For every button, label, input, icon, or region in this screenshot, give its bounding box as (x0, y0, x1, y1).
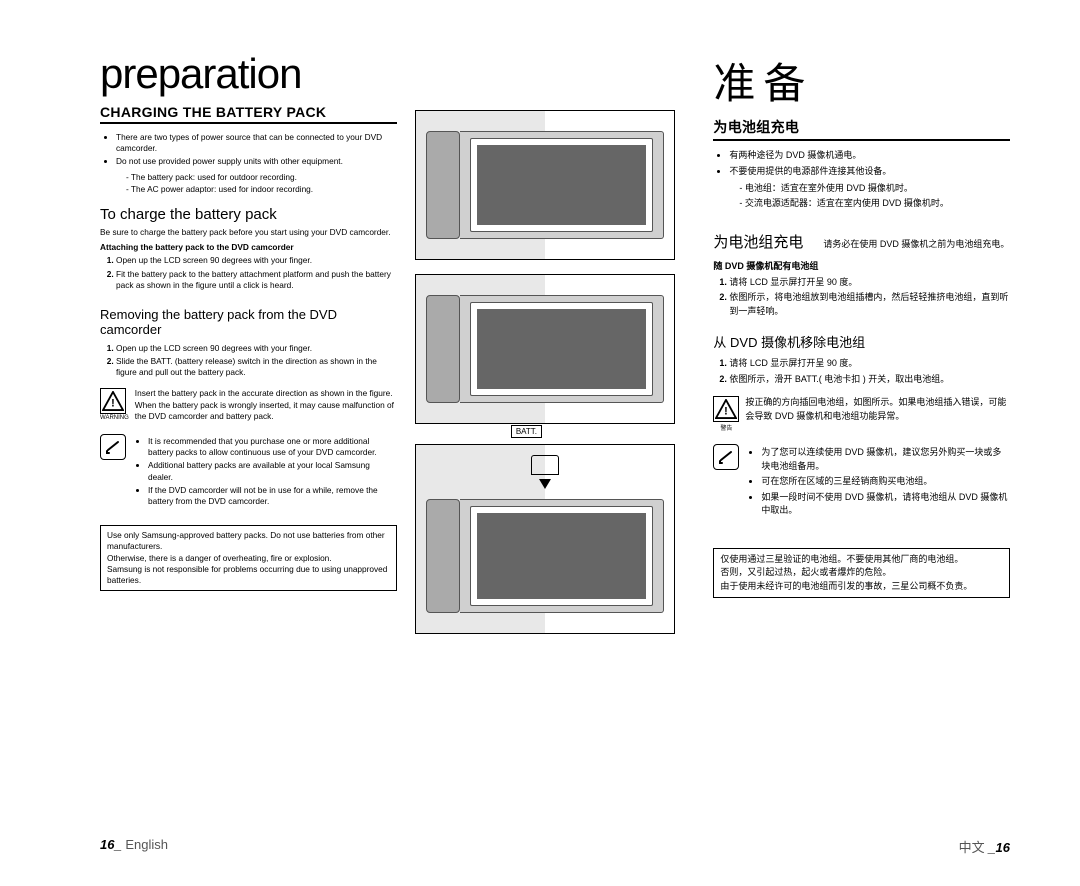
warning-icon-wrap: ! WARNING (100, 388, 129, 421)
page-number-left: 16_ (100, 837, 122, 852)
note-item: 可在您所在区域的三星经销商购买电池组。 (761, 475, 1010, 489)
disclaimer-box-en: Use only Samsung-approved battery packs.… (100, 525, 397, 591)
warning-label-cn: 警告 (713, 423, 739, 432)
attach-steps-en: Open up the LCD screen 90 degrees with y… (100, 255, 397, 293)
remove-steps-cn: 请将 LCD 显示屏打开呈 90 度。 依图所示，滑开 BATT.( 电池卡扣 … (713, 357, 1010, 388)
intro-dash: The AC power adaptor: used for indoor re… (126, 184, 397, 195)
attach-steps-cn: 请将 LCD 显示屏打开呈 90 度。 依图所示，将电池组放到电池组插槽内，然后… (713, 276, 1010, 321)
step: 依图所示，滑开 BATT.( 电池卡扣 ) 开关，取出电池组。 (729, 373, 1010, 387)
intro-dash: 交流电源适配器：适宜在室内使用 DVD 摄像机时。 (739, 197, 1010, 211)
note-list-cn: 为了您可以连续使用 DVD 摄像机，建议您另外购买一块或多块电池组备用。 可在您… (745, 446, 1010, 520)
disclaimer-box-cn: 仅使用通过三星验证的电池组。不要使用其他厂商的电池组。 否则，又引起过热，起火或… (713, 548, 1010, 599)
svg-text:!: ! (111, 398, 115, 410)
note-item: 为了您可以连续使用 DVD 摄像机，建议您另外购买一块或多块电池组备用。 (761, 446, 1010, 473)
subheading-charge: To charge the battery pack (100, 206, 397, 223)
step: Open up the LCD screen 90 degrees with y… (116, 343, 397, 354)
step: 请将 LCD 显示屏打开呈 90 度。 (729, 357, 1010, 371)
left-column: preparation CHARGING THE BATTERY PACK Th… (100, 50, 397, 827)
illustration-attach (415, 110, 675, 260)
remove-steps-en: Open up the LCD screen 90 degrees with y… (100, 343, 397, 381)
step: Slide the BATT. (battery release) switch… (116, 356, 397, 378)
right-column: 准备 为电池组充电 有两种途径为 DVD 摄像机通电。 不要使用提供的电源部件连… (713, 50, 1010, 827)
note-item: It is recommended that you purchase one … (148, 436, 397, 458)
batt-indicator: BATT. (416, 445, 674, 493)
page-title-en: preparation (100, 50, 397, 98)
note-row-en: It is recommended that you purchase one … (100, 434, 397, 511)
warning-row-cn: ! 警告 按正确的方向插回电池组，如图所示。如果电池组插入错误，可能会导致 DV… (713, 396, 1010, 432)
warning-row-en: ! WARNING Insert the battery pack in the… (100, 388, 397, 422)
page-lang-right: 中文 (959, 840, 985, 855)
charge-text-cn: 请务必在使用 DVD 摄像机之前为电池组充电。 (823, 238, 1009, 252)
warning-text-cn: 按正确的方向插回电池组，如图所示。如果电池组插入错误，可能会导致 DVD 摄像机… (745, 396, 1010, 423)
intro-item: 有两种途径为 DVD 摄像机通电。 (729, 149, 1010, 163)
subheading-remove-cn: 从 DVD 摄像机移除电池组 (713, 332, 1010, 351)
illustration-batt: BATT. (415, 444, 675, 634)
manual-page: preparation CHARGING THE BATTERY PACK Th… (0, 0, 1080, 886)
attach-heading-cn: 随 DVD 摄像机配有电池组 (713, 260, 1010, 274)
intro-item: There are two types of power source that… (116, 132, 397, 154)
page-number-right: _16 (988, 840, 1010, 855)
warning-icon-wrap: ! 警告 (713, 396, 739, 432)
intro-dashes-en: The battery pack: used for outdoor recor… (100, 172, 397, 196)
warning-label: WARNING (100, 415, 129, 421)
note-row-cn: 为了您可以连续使用 DVD 摄像机，建议您另外购买一块或多块电池组备用。 可在您… (713, 444, 1010, 522)
note-list-en: It is recommended that you purchase one … (132, 436, 397, 509)
page-lang-left: English (125, 837, 168, 852)
warn-item: Insert the battery pack in the accurate … (135, 388, 397, 399)
section-heading-en: CHARGING THE BATTERY PACK (100, 104, 397, 124)
subheading-remove: Removing the battery pack from the DVD c… (100, 307, 397, 337)
center-column: BATT. (397, 50, 694, 827)
intro-dash: 电池组：适宜在室外使用 DVD 摄像机时。 (739, 182, 1010, 196)
subheading-charge-cn: 为电池组充电 (713, 231, 803, 252)
arrow-down-icon (539, 479, 551, 489)
intro-item: Do not use provided power supply units w… (116, 156, 397, 167)
intro-list-en: There are two types of power source that… (100, 132, 397, 170)
intro-item: 不要使用提供的电源部件连接其他设备。 (729, 165, 1010, 179)
illustration-remove (415, 274, 675, 424)
warn-item: When the battery pack is wrongly inserte… (135, 400, 397, 422)
note-item: Additional battery packs are available a… (148, 460, 397, 482)
warning-text-en: Insert the battery pack in the accurate … (135, 388, 397, 422)
columns: preparation CHARGING THE BATTERY PACK Th… (100, 50, 1010, 827)
step: 请将 LCD 显示屏打开呈 90 度。 (729, 276, 1010, 290)
svg-text:!: ! (725, 405, 729, 417)
attach-heading: Attaching the battery pack to the DVD ca… (100, 242, 397, 253)
page-footer: 16_ English 中文 _16 (100, 837, 1010, 856)
note-icon (100, 434, 126, 460)
intro-dash: The battery pack: used for outdoor recor… (126, 172, 397, 183)
note-item: If the DVD camcorder will not be in use … (148, 485, 397, 507)
step: Fit the battery pack to the battery atta… (116, 269, 397, 291)
footer-left: 16_ English (100, 837, 168, 856)
footer-right: 中文 _16 (959, 837, 1010, 856)
step: 依图所示，将电池组放到电池组插槽内，然后轻轻推挤电池组，直到听到一声轻响。 (729, 291, 1010, 318)
warning-icon: ! (713, 396, 739, 422)
note-item: 如果一段时间不使用 DVD 摄像机，请将电池组从 DVD 摄像机中取出。 (761, 491, 1010, 518)
note-icon (713, 444, 739, 470)
section-heading-cn: 为电池组充电 (713, 117, 1010, 141)
warning-icon: ! (100, 388, 126, 414)
intro-dashes-cn: 电池组：适宜在室外使用 DVD 摄像机时。 交流电源适配器：适宜在室内使用 DV… (713, 182, 1010, 211)
page-title-cn: 准备 (713, 50, 1010, 111)
charge-text: Be sure to charge the battery pack befor… (100, 227, 397, 238)
intro-list-cn: 有两种途径为 DVD 摄像机通电。 不要使用提供的电源部件连接其他设备。 (713, 149, 1010, 180)
step: Open up the LCD screen 90 degrees with y… (116, 255, 397, 266)
batt-label: BATT. (511, 425, 542, 438)
